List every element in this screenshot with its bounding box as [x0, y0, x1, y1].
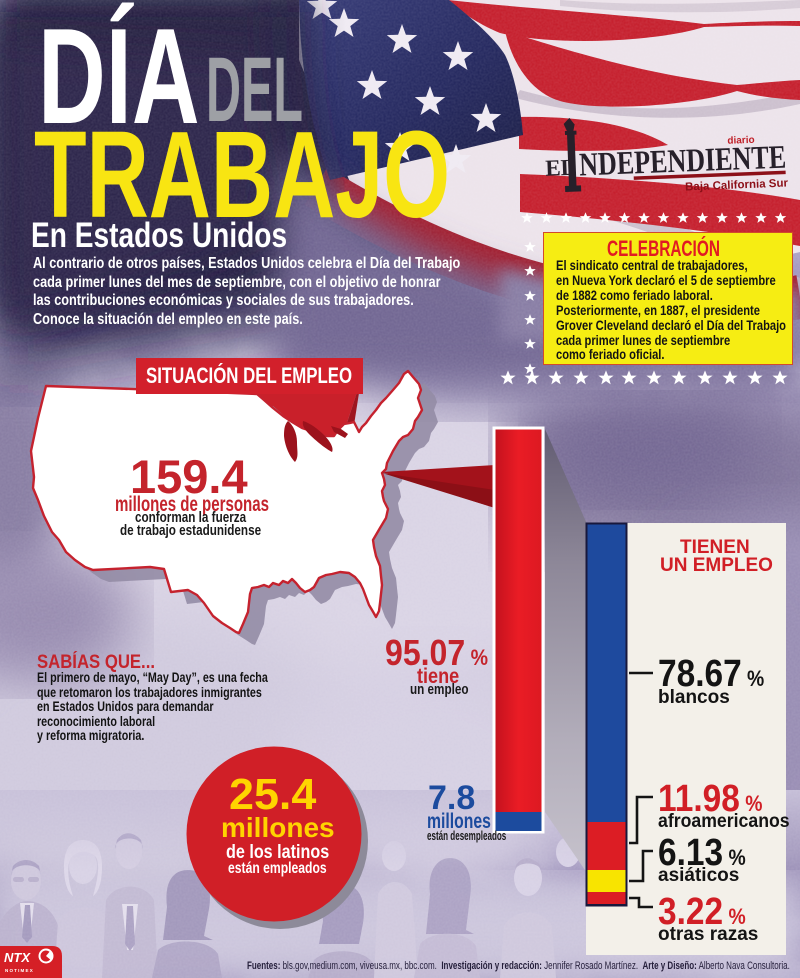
- svg-text:NTX: NTX: [4, 950, 31, 965]
- svg-text:diario: diario: [727, 135, 755, 147]
- svg-text:NOTIMEX: NOTIMEX: [5, 968, 34, 973]
- svg-text:Baja California Sur: Baja California Sur: [685, 177, 789, 193]
